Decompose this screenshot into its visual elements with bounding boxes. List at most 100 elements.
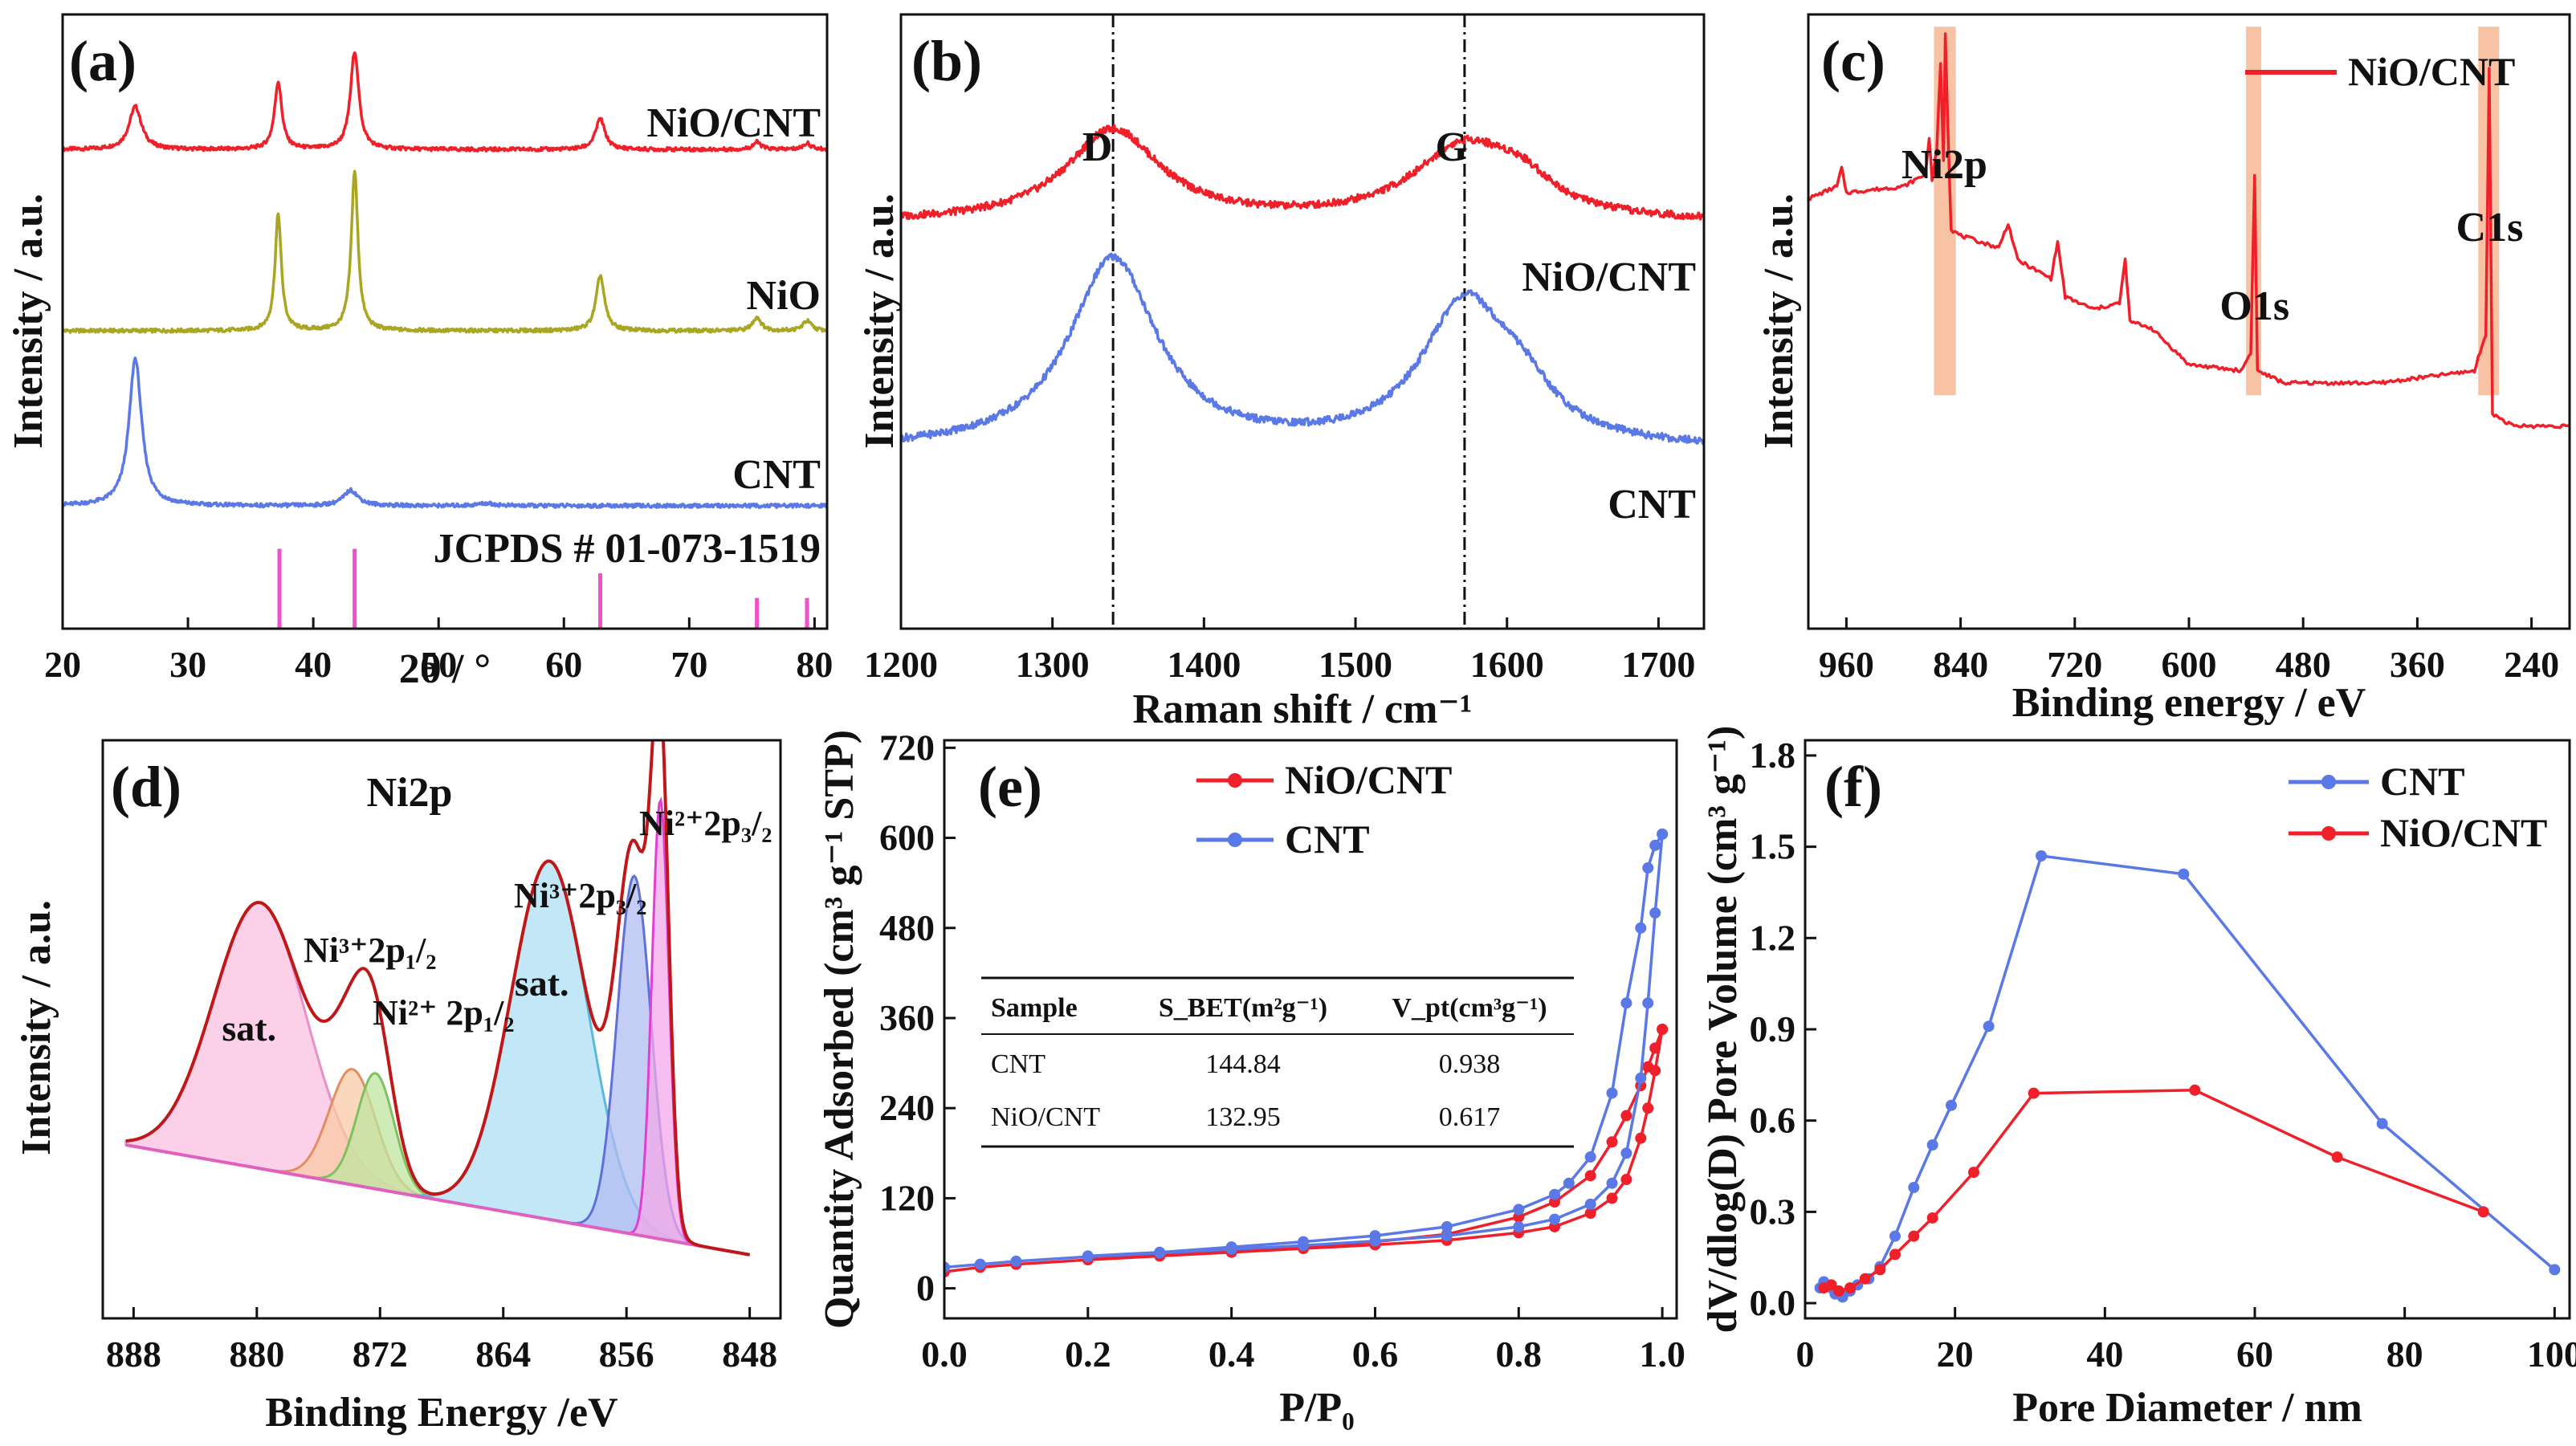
- y-tick-label: 0.0: [1750, 1282, 1796, 1323]
- data-point-cnt: [1642, 997, 1654, 1009]
- x-tick-label: 0.6: [1352, 1334, 1399, 1375]
- x-tick-label: 1700: [1621, 644, 1695, 685]
- panel-c-y-axis-label: Intensity / a.u.: [1756, 193, 1802, 449]
- data-point-cnt: [2178, 868, 2190, 880]
- x-tick-label: 960: [1819, 644, 1874, 685]
- series-label-nio-cnt: NiO/CNT: [1522, 255, 1696, 300]
- table-cell: NiO/CNT: [991, 1102, 1100, 1132]
- data-point-nio-cnt: [1657, 1024, 1669, 1035]
- panel-e-label: (e): [978, 755, 1042, 819]
- data-point-nio-cnt: [1833, 1285, 1844, 1297]
- table-cell: 0.938: [1439, 1049, 1501, 1079]
- data-point-cnt: [1441, 1220, 1453, 1232]
- panel-f-y-axis-label: dV/dlog(D) Pore Volume (cm³ g⁻¹): [1700, 726, 1746, 1334]
- series-nio-cnt-line: [901, 124, 1704, 221]
- legend-label-nio-cnt: NiO/CNT: [2380, 810, 2547, 855]
- x-tick-label: 0.2: [1065, 1334, 1111, 1375]
- x-tick-label: 1500: [1319, 644, 1392, 685]
- data-point-cnt: [1926, 1139, 1938, 1151]
- panel-d-label: (d): [111, 755, 181, 819]
- legend-label-cnt: CNT: [1285, 817, 1370, 861]
- x-tick-label: 720: [2047, 644, 2102, 685]
- data-point-cnt: [1649, 839, 1661, 851]
- x-tick-label: 60: [2236, 1334, 2273, 1375]
- panel-f-plot: [1814, 850, 2561, 1303]
- y-tick-label: 600: [879, 817, 935, 858]
- data-point-cnt: [1606, 1177, 1618, 1189]
- data-point-nio-cnt: [1642, 1102, 1654, 1114]
- panel-d-x-axis-label: Binding Energy /eV: [265, 1390, 618, 1436]
- annotation-ni2p: Ni2p: [1901, 142, 1987, 188]
- x-tick-label: 848: [722, 1334, 777, 1375]
- data-point-nio-cnt: [1874, 1264, 1886, 1276]
- x-tick-label: 40: [295, 644, 332, 685]
- panel-c-frame: [1807, 13, 2571, 630]
- panel-a-frame: [61, 13, 829, 630]
- panel-f-ticks: 0 20 40 60 80 100 0.0 0.3 0.6 0.9 1.2 1.5 1.8: [1750, 735, 2576, 1375]
- panel-a-y-axis-label: Intensity / a.u.: [6, 193, 51, 449]
- legend-label-nio-cnt: NiO/CNT: [2348, 49, 2515, 94]
- x-tick-label: 40: [2086, 1334, 2123, 1375]
- label-sat-right: sat.: [515, 963, 569, 1004]
- table-cell: 132.95: [1205, 1102, 1281, 1132]
- panel-e-plot: [944, 828, 1669, 1278]
- series-cnt-line: [1819, 854, 2556, 1299]
- data-point-cnt: [1549, 1213, 1560, 1225]
- data-point-cnt: [1369, 1230, 1381, 1242]
- x-tick-label: 60: [545, 644, 582, 685]
- data-point-nio-cnt: [1606, 1136, 1618, 1148]
- y-tick-label: 0.6: [1750, 1100, 1796, 1141]
- y-tick-label: 1.8: [1750, 735, 1796, 776]
- x-tick-label: 360: [2390, 644, 2445, 685]
- x-tick-label: 0: [1796, 1334, 1815, 1375]
- data-point-nio-cnt: [1926, 1212, 1938, 1224]
- x-tick-label: 20: [44, 644, 81, 685]
- data-point-nio-cnt: [1844, 1282, 1856, 1294]
- data-point-nio-cnt: [1825, 1279, 1837, 1291]
- data-point-cnt: [1225, 1241, 1237, 1253]
- data-point-cnt: [1657, 828, 1669, 840]
- data-point-cnt: [1441, 1230, 1453, 1242]
- data-point-nio-cnt: [2477, 1206, 2489, 1218]
- data-point-cnt: [1082, 1250, 1094, 1262]
- data-point-cnt: [1563, 1177, 1575, 1189]
- series-nio-cnt-line: [944, 1028, 1664, 1273]
- x-tick-label: 50: [420, 644, 457, 685]
- x-tick-label: 480: [2276, 644, 2331, 685]
- panel-e-legend: NiO/CNT CNT: [1196, 757, 1452, 861]
- data-point-cnt: [1649, 907, 1661, 919]
- series-nio-cnt-survey-line: [1808, 32, 2570, 430]
- panel-f-legend: CNT NiO/CNT: [2289, 759, 2547, 855]
- x-tick-label: 80: [2386, 1334, 2423, 1375]
- x-tick-label: 20: [1937, 1334, 1974, 1375]
- peak-label-g: G: [1435, 124, 1467, 170]
- panel-b-frame: [899, 13, 1706, 630]
- data-point-cnt: [1010, 1255, 1022, 1267]
- x-tick-label: 1.0: [1639, 1334, 1685, 1375]
- legend-label-cnt: CNT: [2380, 759, 2465, 804]
- legend-label-nio-cnt: NiO/CNT: [1285, 757, 1452, 802]
- data-point-cnt: [1635, 1072, 1647, 1084]
- data-point-cnt: [1620, 1147, 1632, 1159]
- panel-b-plot: [901, 14, 1704, 629]
- panel-c-label: (c): [1821, 29, 1885, 93]
- x-tick-label: 888: [106, 1334, 161, 1375]
- data-point-cnt: [2036, 850, 2047, 861]
- y-tick-label: 0.9: [1750, 1008, 1796, 1049]
- panel-c-plot: [1808, 26, 2570, 430]
- label-ni2-2p12: Ni²⁺ 2p₁/₂: [373, 993, 515, 1033]
- y-tick-label: 1.2: [1750, 917, 1796, 958]
- label-ni3-2p32: Ni³⁺2p₃/₂: [514, 876, 647, 915]
- x-tick-label: 0.8: [1496, 1334, 1543, 1375]
- data-point-cnt: [1154, 1246, 1166, 1258]
- panel-e-y-axis-label: Quantity Adsorbed (cm³ g⁻¹ STP): [817, 730, 862, 1329]
- data-point-cnt: [1642, 861, 1654, 874]
- table-header-vpt: V_pt(cm³g⁻¹): [1392, 993, 1547, 1023]
- data-point-nio-cnt: [1620, 1110, 1632, 1122]
- y-tick-label: 720: [879, 727, 935, 768]
- panel-f: 0 20 40 60 80 100 0.0 0.3 0.6 0.9 1.2 1.5 1.8 (f) Po…: [1700, 726, 2576, 1431]
- data-point-cnt: [1889, 1230, 1901, 1242]
- data-point-nio-cnt: [1642, 1061, 1654, 1073]
- annotation-o1s: O1s: [2219, 283, 2289, 329]
